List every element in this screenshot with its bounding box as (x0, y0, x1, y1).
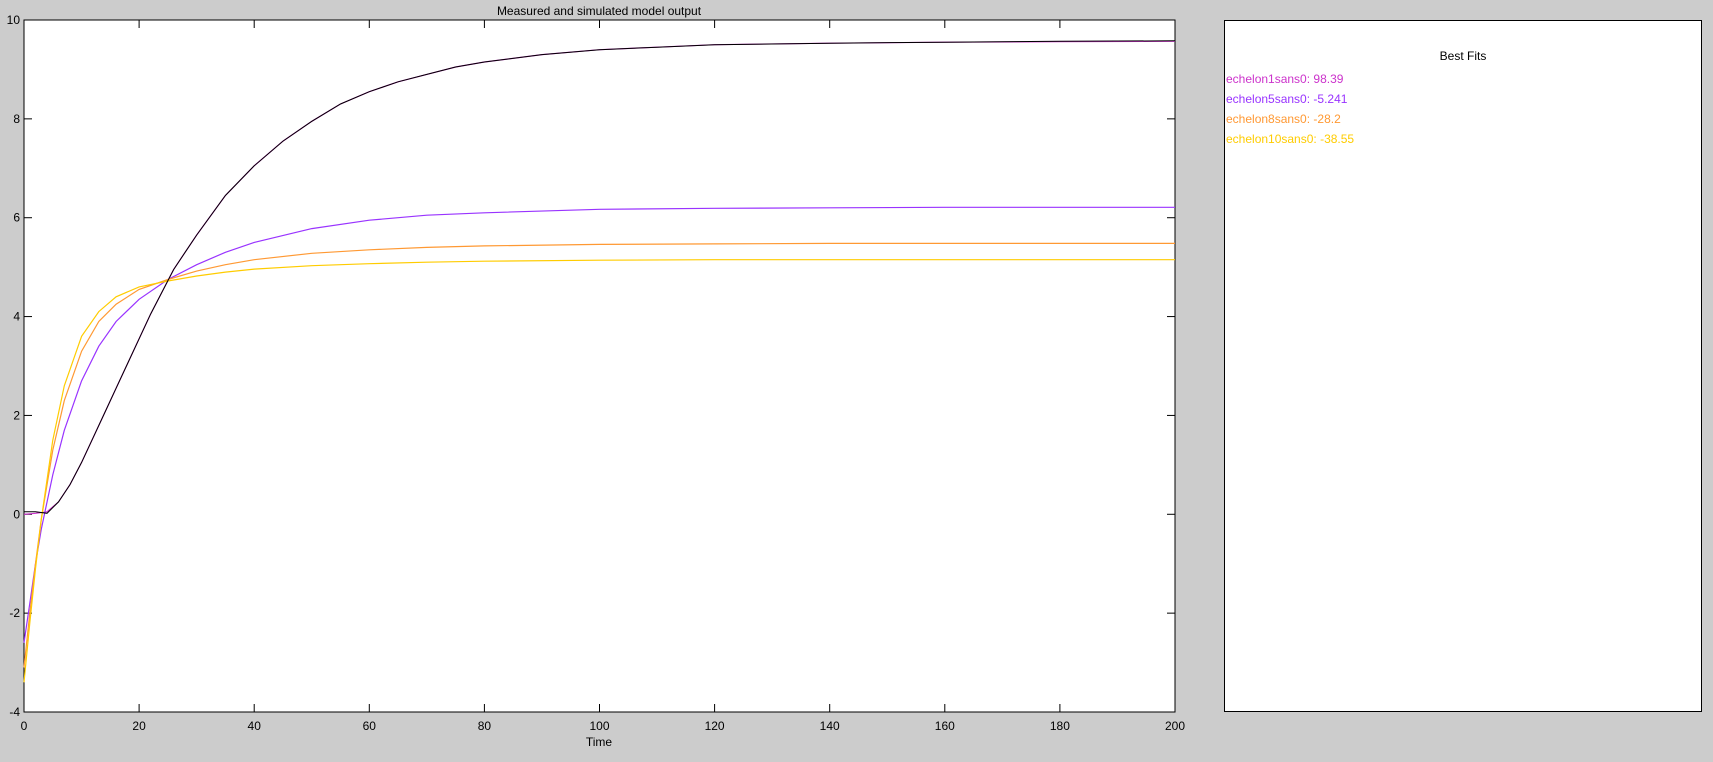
x-tick-label: 80 (478, 719, 492, 733)
x-axis-label: Time (586, 735, 613, 749)
best-fits-title: Best Fits (1439, 49, 1487, 63)
chart-title: Measured and simulated model output (497, 4, 702, 18)
axis-ticks: 0 20 40 60 80 100 120 140 160 180 200 -4 -2 0 2 4 6 8 10 (7, 13, 1186, 733)
x-tick-label: 20 (132, 719, 146, 733)
x-tick-label: 180 (1050, 719, 1070, 733)
plot-area (23, 19, 1176, 713)
x-tick-label: 140 (820, 719, 840, 733)
y-tick-label: 4 (13, 310, 20, 324)
x-tick-label: 200 (1165, 719, 1185, 733)
best-fits-panel: Best Fits echelon1sans0: 98.39 echelon5s… (1224, 20, 1702, 712)
fit-entry: echelon1sans0: 98.39 (1226, 72, 1344, 86)
series-layer (23, 40, 1176, 683)
series-line-echelon5sans0 (23, 206, 1175, 643)
y-tick-label: 8 (13, 112, 20, 126)
plot-figure: Measured and simulated model output Time… (7, 4, 1186, 749)
y-tick-label: -4 (9, 705, 20, 719)
y-tick-label: 10 (7, 13, 21, 27)
x-tick-label: 120 (705, 719, 725, 733)
y-tick-label: 2 (13, 408, 20, 422)
fit-entry: echelon10sans0: -38.55 (1226, 132, 1355, 146)
x-tick-label: 40 (248, 719, 262, 733)
series-line-measured (24, 40, 1176, 514)
y-tick-label: -2 (9, 606, 20, 620)
y-tick-label: 6 (13, 211, 20, 225)
series-line-echelon10sans0 (23, 259, 1175, 683)
series-line-echelon8sans0 (23, 242, 1175, 668)
x-tick-label: 100 (589, 719, 609, 733)
y-tick-label: 0 (13, 507, 20, 521)
x-tick-label: 60 (363, 719, 377, 733)
x-tick-label: 0 (21, 719, 28, 733)
fit-entry: echelon5sans0: -5.241 (1226, 92, 1348, 106)
x-tick-label: 160 (935, 719, 955, 733)
fit-entry: echelon8sans0: -28.2 (1226, 112, 1341, 126)
